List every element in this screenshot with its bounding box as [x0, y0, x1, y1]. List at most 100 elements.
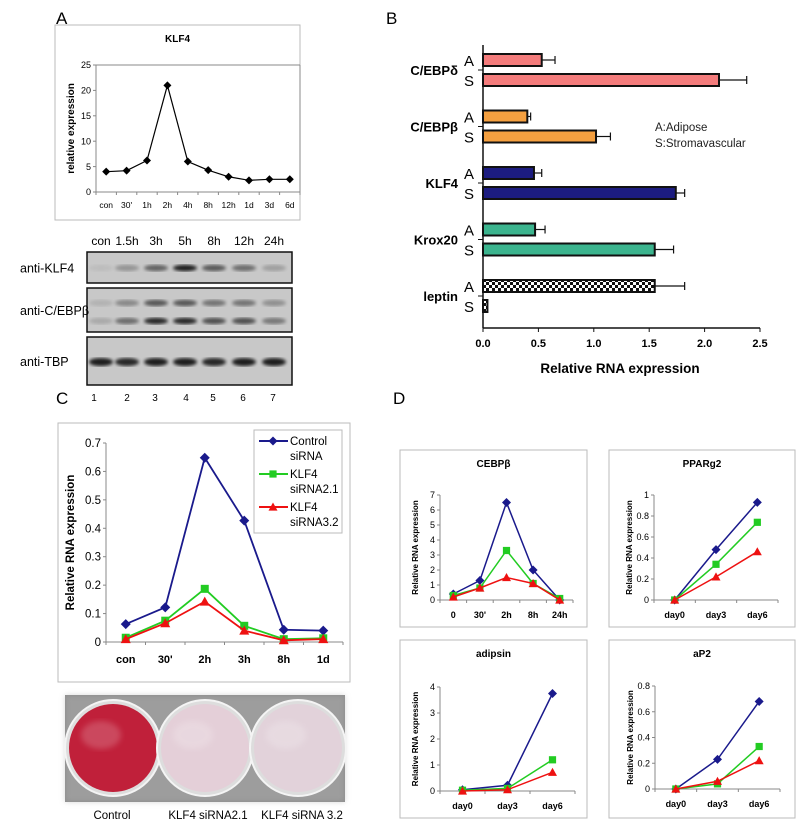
y-tick-label: 0.8 [637, 681, 650, 691]
bar-letter: S [464, 73, 474, 90]
y-tick-label: 0 [430, 595, 435, 605]
series-klf4-sirna3-2 [120, 596, 329, 645]
y-tick-label: 10 [81, 136, 91, 146]
x-tick-label: 1d [317, 654, 330, 666]
data-point [713, 754, 722, 764]
data-point [458, 786, 467, 795]
bar-letter: A [464, 223, 474, 240]
x-tick-label: 4h [183, 200, 193, 210]
dish-label: Control [93, 810, 130, 822]
y-axis-label: Relative RNA expression [411, 692, 420, 787]
bar-s [482, 186, 677, 200]
gene-label: C/EBPδ [410, 63, 458, 78]
bar-letter: A [464, 166, 474, 183]
chart-title: PPARg2 [683, 459, 722, 470]
x-tick-label: day3 [707, 799, 728, 809]
blot-band [232, 358, 256, 366]
lane-number: 2 [124, 393, 130, 404]
x-tick-label: 1h [142, 200, 152, 210]
x-tick-label: 2h [198, 654, 211, 666]
data-point [239, 625, 250, 635]
y-tick-label: 3 [430, 550, 435, 560]
bar-s [482, 73, 721, 87]
blot-band [89, 264, 113, 272]
x-tick-label: 0.5 [531, 338, 546, 350]
y-tick-label: 1 [644, 490, 649, 500]
x-tick-label: 8h [528, 610, 539, 620]
y-tick-label: 6 [430, 505, 435, 515]
lane-number: 5 [210, 393, 216, 404]
data-point [318, 625, 329, 636]
blot-band [202, 264, 226, 272]
data-point [265, 175, 274, 184]
dish-label: KLF4 siRNA2.1 [168, 810, 247, 822]
data-point [752, 547, 762, 556]
y-tick-label: 0.3 [85, 552, 101, 564]
line-chart-D3: adipsin 0 1 2 3 4 day0 day3 day6 Relative RNA exp… [399, 639, 588, 819]
data-point [204, 166, 213, 175]
series-line [106, 83, 290, 181]
blot-band [262, 299, 286, 307]
bar-s [482, 129, 598, 144]
blot-band [144, 299, 168, 307]
blot-band [232, 264, 256, 272]
dish-highlight [266, 721, 306, 749]
y-tick-label: 0.4 [637, 733, 650, 743]
y-tick-label: 0 [644, 595, 649, 605]
x-tick-label: day0 [664, 610, 685, 620]
x-tick-label: 1.5 [642, 338, 657, 350]
blot-timepoint-label: 24h [264, 234, 284, 248]
series-klf4-sirna3-2 [448, 573, 565, 604]
x-tick-label: con [99, 200, 113, 210]
panel-label-a: A [56, 9, 68, 28]
line-chart-C: 0 0.1 0.2 0.3 0.4 0.5 0.6 0.7 con 30' 2h 3h 8h 1d Rela… [57, 422, 351, 683]
series-klf4 [102, 81, 294, 185]
lane-number: 6 [240, 393, 246, 404]
data-point [278, 635, 289, 645]
data-point [502, 498, 511, 507]
series-klf4-sirna3-2 [671, 756, 764, 793]
x-tick-label: day3 [706, 610, 727, 620]
chart-title: CEBPβ [477, 459, 511, 470]
data-point [711, 545, 721, 555]
y-tick-label: 0.6 [85, 466, 101, 478]
x-tick-label: day3 [497, 801, 518, 811]
dish-photo: Control KLF4 siRNA2.1 KLF4 siRNA 3.2 [64, 695, 347, 822]
blot-band [173, 264, 197, 272]
y-tick-label: 0.7 [85, 438, 101, 450]
blot-timepoint-label: 1.5h [115, 234, 138, 248]
line-chart-A: KLF4 0 5 10 15 20 25 con 30' 1h 2h 4h 8h 12h 1d 3d 6d rel… [54, 24, 301, 221]
legend-entry: S:Stromavascular [655, 138, 746, 150]
gene-label: leptin [423, 289, 458, 304]
y-tick-label: 0.5 [85, 495, 101, 507]
x-tick-label: 30' [121, 200, 132, 210]
data-point [448, 592, 458, 601]
x-tick-label: 2h [163, 200, 173, 210]
x-tick-label: 3d [265, 200, 275, 210]
gene-label: Krox20 [414, 233, 458, 248]
data-point [163, 81, 172, 90]
data-point [122, 166, 131, 175]
data-point [120, 634, 131, 644]
y-tick-label: 0.6 [636, 532, 649, 542]
series-line [125, 455, 324, 632]
blot-band [202, 358, 226, 366]
blot-band [173, 317, 197, 325]
legend-marker [269, 470, 277, 478]
blot-timepoint-label: con [91, 234, 110, 248]
line-chart-D4: aP2 0 0.2 0.4 0.6 0.8 day0 day3 day6 Relative RNA… [608, 639, 796, 819]
blot-band [173, 299, 197, 307]
dish-highlight [81, 721, 121, 749]
lane-number: 3 [152, 393, 158, 404]
data-point [548, 689, 557, 698]
y-tick-label: 0.4 [85, 523, 102, 535]
data-point [318, 634, 329, 644]
y-tick-label: 5 [430, 520, 435, 530]
gene-label: KLF4 [426, 176, 459, 191]
blot-band [115, 264, 139, 272]
y-tick-label: 20 [81, 86, 91, 96]
x-tick-label: 0.0 [475, 338, 490, 350]
blot-antibody-label: anti-KLF4 [20, 262, 74, 276]
legend-label: siRNA [290, 451, 323, 463]
x-tick-label: 30' [158, 654, 173, 666]
